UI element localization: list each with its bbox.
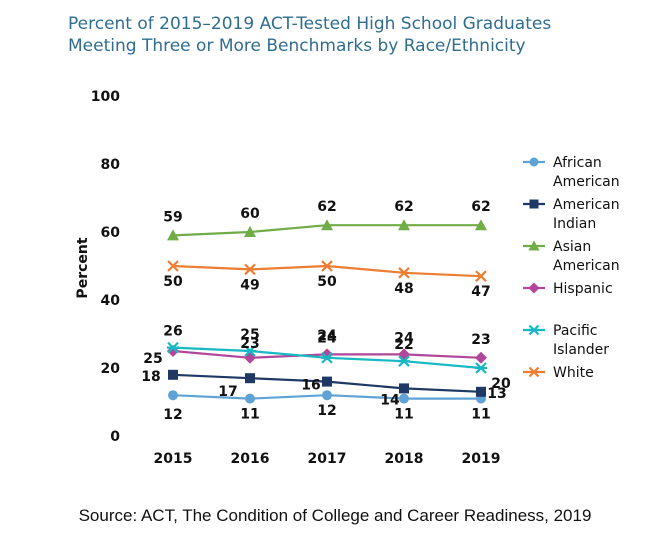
y-tick-label: 40 (101, 293, 121, 309)
x-tick-label: 2016 (231, 451, 270, 467)
x-tick-label: 2018 (385, 451, 424, 467)
chart-title-line-2: Meeting Three or More Benchmarks by Race… (68, 36, 526, 56)
data-label-pacific-islander: 24 (317, 328, 337, 344)
legend-label-american-indian: American (553, 197, 620, 213)
data-label-hispanic: 23 (240, 336, 259, 352)
data-label-pacific-islander: 25 (240, 327, 259, 343)
data-point-american-indian (322, 376, 332, 387)
data-point-white (398, 267, 410, 279)
data-label-pacific-islander: 22 (394, 337, 413, 353)
data-label-asian-american: 62 (317, 199, 336, 215)
legend-marker-white (528, 366, 540, 378)
legend-label-african-american: African (553, 155, 602, 171)
x-tick-label: 2019 (462, 451, 501, 467)
y-tick-label: 20 (101, 361, 121, 377)
data-point-american-indian (476, 386, 486, 397)
data-label-american-indian: 13 (487, 386, 506, 402)
y-tick-label: 60 (101, 225, 121, 241)
data-point-pacific-islander (321, 352, 333, 364)
legend-marker-pacific-islander (528, 324, 540, 336)
data-label-white: 50 (163, 274, 183, 290)
y-tick-label: 0 (110, 429, 120, 445)
data-label-white: 47 (471, 284, 490, 300)
data-label-hispanic: 24 (317, 330, 337, 346)
data-label-white: 49 (240, 277, 259, 293)
data-label-white: 50 (317, 274, 337, 290)
data-point-african-american (168, 390, 178, 401)
data-point-asian-american (321, 219, 333, 231)
data-point-pacific-islander (475, 362, 487, 374)
chart-title-line-1: Percent of 2015–2019 ACT-Tested High Sch… (68, 14, 552, 34)
data-label-american-indian: 17 (218, 384, 237, 400)
x-tick-label: 2015 (154, 451, 193, 467)
legend-marker-hispanic (528, 282, 540, 294)
data-label-american-indian: 18 (141, 369, 160, 385)
data-label-african-american: 11 (471, 407, 490, 423)
data-label-asian-american: 59 (163, 209, 182, 225)
data-label-pacific-islander: 26 (163, 324, 182, 340)
data-point-african-american (245, 393, 255, 404)
data-point-white (475, 270, 487, 282)
legend-marker-african-american (529, 157, 539, 167)
data-point-african-american (399, 393, 409, 404)
legend-label-asian-american: American (553, 258, 620, 274)
data-point-asian-american (475, 219, 487, 231)
data-point-white (167, 260, 179, 272)
data-point-american-indian (245, 373, 255, 384)
data-point-american-indian (399, 383, 409, 394)
legend-marker-asian-american (528, 240, 540, 251)
data-label-african-american: 12 (163, 407, 182, 423)
data-label-hispanic: 24 (394, 330, 414, 346)
data-label-hispanic: 25 (143, 351, 162, 367)
data-point-asian-american (244, 226, 256, 237)
legend-marker-american-indian (529, 199, 539, 209)
data-point-pacific-islander (167, 341, 179, 354)
y-tick-label: 100 (91, 89, 120, 105)
data-label-american-indian: 14 (380, 392, 400, 408)
data-label-hispanic: 23 (471, 332, 490, 348)
y-axis-title: Percent (75, 237, 91, 298)
data-point-hispanic (475, 351, 487, 364)
chart-title: Percent of 2015–2019 ACT-Tested High Sch… (68, 13, 628, 57)
data-point-african-american (322, 390, 332, 401)
x-tick-label: 2017 (308, 451, 347, 467)
data-point-white (321, 260, 333, 272)
y-tick-label: 80 (101, 157, 121, 173)
data-point-asian-american (167, 229, 179, 241)
legend-label-african-american: American (553, 174, 620, 190)
data-label-pacific-islander: 20 (491, 376, 511, 392)
data-label-african-american: 11 (394, 407, 413, 423)
legend-label-hispanic: Hispanic (553, 281, 613, 297)
data-label-african-american: 11 (240, 407, 259, 423)
data-label-asian-american: 62 (394, 199, 413, 215)
data-label-african-american: 12 (317, 403, 336, 419)
legend-label-american-indian: Indian (553, 216, 596, 232)
data-label-white: 48 (394, 281, 413, 297)
data-point-white (244, 263, 256, 276)
legend-label-pacific-islander: Pacific (553, 323, 598, 339)
legend-label-white: White (553, 365, 594, 381)
data-label-asian-american: 60 (240, 206, 260, 222)
data-point-american-indian (168, 369, 178, 380)
data-point-pacific-islander (244, 345, 256, 357)
data-label-asian-american: 62 (471, 199, 490, 215)
data-point-pacific-islander (398, 355, 410, 367)
legend-label-pacific-islander: Islander (553, 342, 609, 358)
legend-label-asian-american: Asian (553, 239, 591, 255)
data-label-american-indian: 16 (301, 378, 320, 394)
source-note: Source: ACT, The Condition of College an… (78, 506, 592, 525)
data-point-asian-american (398, 219, 410, 231)
data-point-hispanic (244, 351, 256, 364)
